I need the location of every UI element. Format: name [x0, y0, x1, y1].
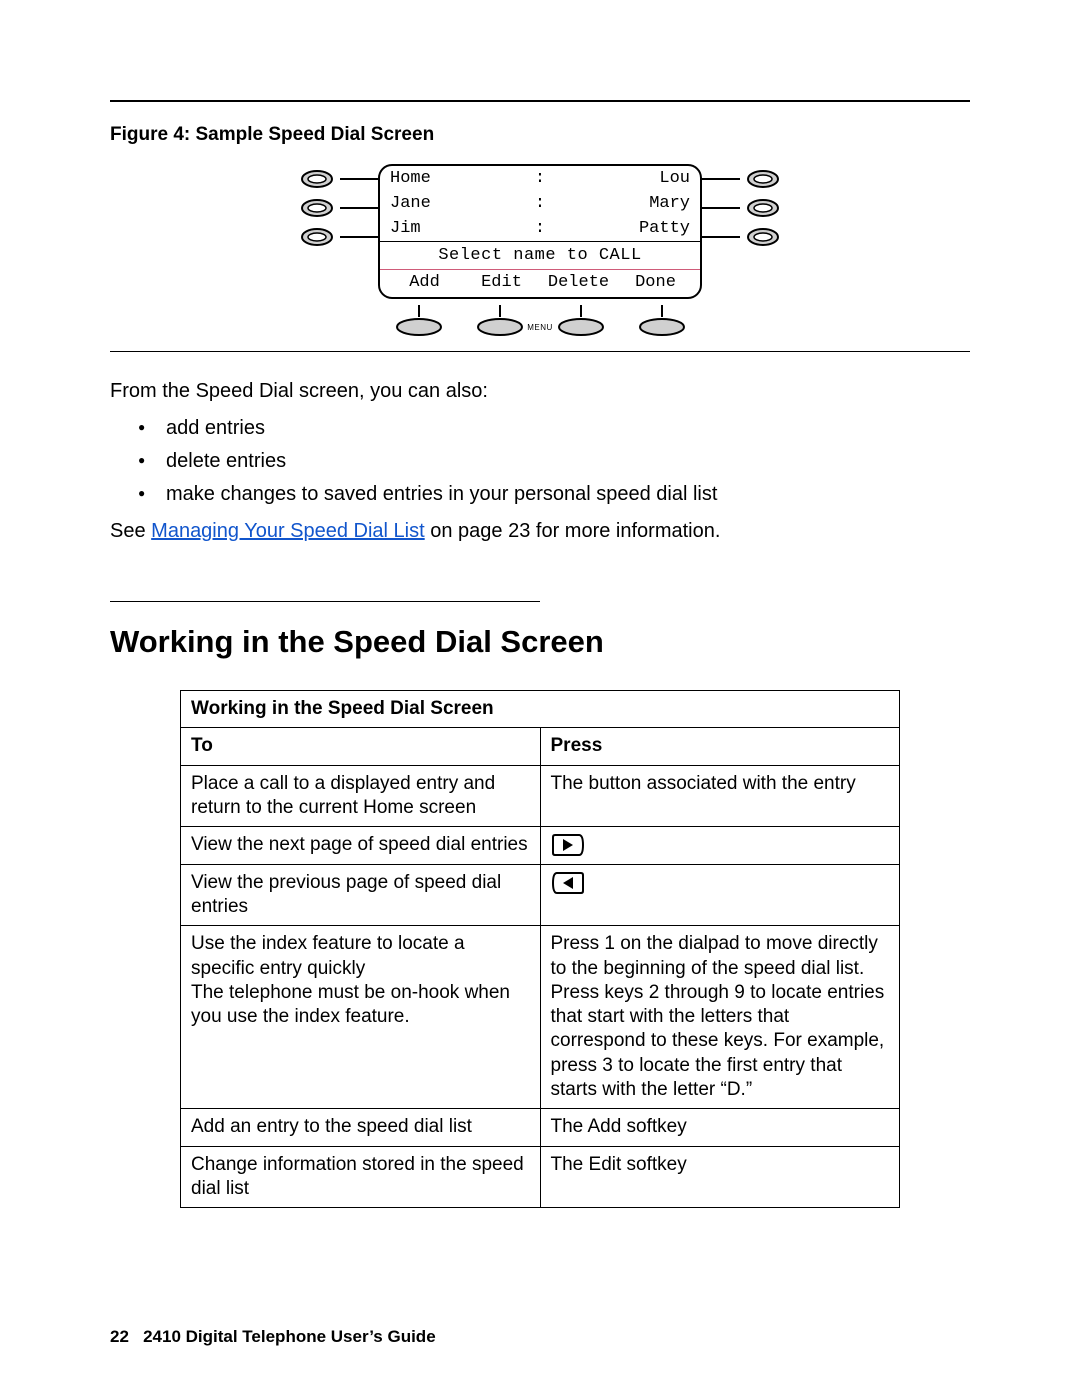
softkey-button-row: MENU [378, 299, 702, 337]
softkey-label: Delete [540, 273, 617, 292]
line-button-left-1 [300, 168, 378, 190]
line-button-left-3 [300, 226, 378, 248]
table-row: Place a call to a displayed entry and re… [181, 765, 900, 827]
table-cell-press: Press 1 on the dialpad to move directly … [540, 926, 900, 1109]
page-footer: 22 2410 Digital Telephone User’s Guide [110, 1327, 436, 1347]
lcd-separator: : [530, 194, 550, 213]
table-row: Add an entry to the speed dial listThe A… [181, 1109, 900, 1146]
lcd-separator: : [530, 169, 550, 188]
arrow-right-icon [551, 833, 585, 857]
table-cell-to: Place a call to a displayed entry and re… [181, 765, 541, 827]
table-cell-to: View the previous page of speed dial ent… [181, 864, 541, 926]
table-row: View the previous page of speed dial ent… [181, 864, 900, 926]
section-heading: Working in the Speed Dial Screen [110, 624, 970, 660]
list-item: make changes to saved entries in your pe… [166, 481, 970, 508]
softkey-label: Edit [463, 273, 540, 292]
line-button-right-2 [702, 197, 780, 219]
intro-bullets: add entries delete entries make changes … [110, 415, 970, 508]
page-number: 22 [110, 1327, 129, 1346]
lcd-row: Jim : Patty [380, 216, 700, 241]
table-cell-to: Change information stored in the speed d… [181, 1146, 541, 1208]
table-cell-press: The button associated with the entry [540, 765, 900, 827]
table-cell-to: View the next page of speed dial entries [181, 827, 541, 864]
softkey-button [541, 305, 621, 337]
table-title-row: Working in the Speed Dial Screen [181, 691, 900, 728]
list-item: delete entries [166, 448, 970, 475]
table-row: View the next page of speed dial entries [181, 827, 900, 864]
softkey-button [460, 305, 540, 337]
intro-lead: From the Speed Dial screen, you can also… [110, 378, 970, 405]
figure-caption: Figure 4: Sample Speed Dial Screen [110, 124, 970, 146]
see-also: See Managing Your Speed Dial List on pag… [110, 518, 970, 545]
table-cell-press: The Add softkey [540, 1109, 900, 1146]
doc-title: 2410 Digital Telephone User’s Guide [143, 1327, 436, 1346]
table-cell-to: Use the index feature to locate a specif… [181, 926, 541, 1109]
softkey-button [622, 305, 702, 337]
line-button-right-1 [702, 168, 780, 190]
table-cell-press [540, 827, 900, 864]
line-button-right-3 [702, 226, 780, 248]
table-title: Working in the Speed Dial Screen [181, 691, 900, 728]
lcd-row: Jane : Mary [380, 191, 700, 216]
lcd-prompt: Select name to CALL [380, 241, 700, 270]
lcd-entry-left: Jim [390, 219, 530, 238]
table-header: Press [540, 728, 900, 765]
lcd-entry-right: Mary [550, 194, 690, 213]
lcd-entry-right: Lou [550, 169, 690, 188]
figure-phone: Home : Lou Jane : Mary Jim : Patty Selec… [110, 164, 970, 337]
lcd-entry-left: Jane [390, 194, 530, 213]
top-rule [110, 100, 970, 102]
xref-link[interactable]: Managing Your Speed Dial List [151, 520, 425, 542]
table-header: To [181, 728, 541, 765]
softkey-button [379, 305, 459, 337]
table-cell-to: Add an entry to the speed dial list [181, 1109, 541, 1146]
see-suffix: on page 23 for more information. [425, 520, 721, 542]
arrow-left-icon [551, 871, 585, 895]
table-row: Use the index feature to locate a specif… [181, 926, 900, 1109]
lcd-entry-left: Home [390, 169, 530, 188]
table-header-row: To Press [181, 728, 900, 765]
softkey-label: Done [617, 273, 694, 292]
table-row: Change information stored in the speed d… [181, 1146, 900, 1208]
line-button-left-2 [300, 197, 378, 219]
figure-bottom-rule [110, 351, 970, 352]
section-divider [110, 601, 540, 602]
lcd-row: Home : Lou [380, 166, 700, 191]
lcd-separator: : [530, 219, 550, 238]
guide-table: Working in the Speed Dial Screen To Pres… [180, 690, 900, 1208]
lcd-softkey-row: Add Edit Delete Done [380, 270, 700, 297]
table-cell-press: The Edit softkey [540, 1146, 900, 1208]
softkey-label: Add [386, 273, 463, 292]
list-item: add entries [166, 415, 970, 442]
lcd-entry-right: Patty [550, 219, 690, 238]
table-cell-press [540, 864, 900, 926]
see-prefix: See [110, 520, 151, 542]
lcd-screen: Home : Lou Jane : Mary Jim : Patty Selec… [378, 164, 702, 299]
